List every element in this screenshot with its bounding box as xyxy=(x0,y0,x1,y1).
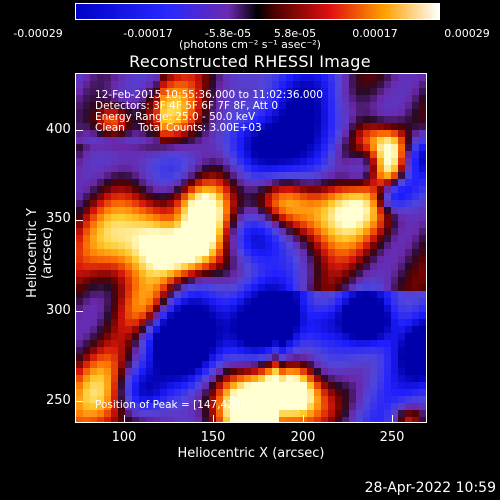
timestamp: 28-Apr-2022 10:59 xyxy=(364,480,496,496)
y-tick-label: 250 xyxy=(46,393,71,408)
x-tick-mark xyxy=(303,415,304,423)
colorbar-tick-label: 0.00029 xyxy=(444,27,490,40)
y-tick-mark xyxy=(75,311,83,312)
peak-position: Position of Peak = [147,420] xyxy=(95,399,245,411)
colorbar-units: (photons cm⁻² s⁻¹ asec⁻²) xyxy=(179,38,321,51)
y-tick-label: 350 xyxy=(46,211,71,226)
x-tick-label: 150 xyxy=(200,430,226,445)
x-axis-label: Heliocentric X (arcsec) xyxy=(177,446,325,461)
y-tick-mark xyxy=(75,130,83,131)
y-tick-label: 300 xyxy=(46,303,71,318)
image-pixels xyxy=(76,74,426,422)
x-tick-label: 250 xyxy=(379,430,405,445)
info-energy-range: Energy Range: 25.0 - 50.0 keV xyxy=(95,111,256,123)
x-tick-label: 200 xyxy=(290,430,316,445)
y-tick-mark xyxy=(75,401,83,402)
info-detectors: Detectors: 3F 4F 5F 6F 7F 8F, Att 0 xyxy=(95,100,279,112)
y-axis-label: Heliocentric Y (arcsec) xyxy=(25,208,55,298)
colorbar-tick-label: -0.00029 xyxy=(13,27,63,40)
y-tick-label: 400 xyxy=(46,122,71,137)
info-time-range: 12-Feb-2015 10:55:36.000 to 11:02:36.000 xyxy=(95,89,323,101)
image-title: Reconstructed RHESSI Image xyxy=(129,52,371,71)
x-tick-mark xyxy=(124,415,125,423)
colorbar-tick-label: -5.8e-05 xyxy=(204,27,252,40)
colorbar-tick-label: 5.8e-05 xyxy=(273,27,317,40)
colorbar-tick-label: 0.00017 xyxy=(352,27,398,40)
colorbar-tick-label: -0.00017 xyxy=(123,27,173,40)
colorbar xyxy=(75,3,440,20)
y-tick-mark xyxy=(75,220,83,221)
x-tick-label: 100 xyxy=(111,430,137,445)
info-counts: Clean Total Counts: 3.00E+03 xyxy=(95,122,262,134)
x-tick-mark xyxy=(392,415,393,423)
x-tick-mark xyxy=(213,415,214,423)
colorbar-gradient xyxy=(76,4,439,19)
rhessi-image xyxy=(75,73,427,423)
